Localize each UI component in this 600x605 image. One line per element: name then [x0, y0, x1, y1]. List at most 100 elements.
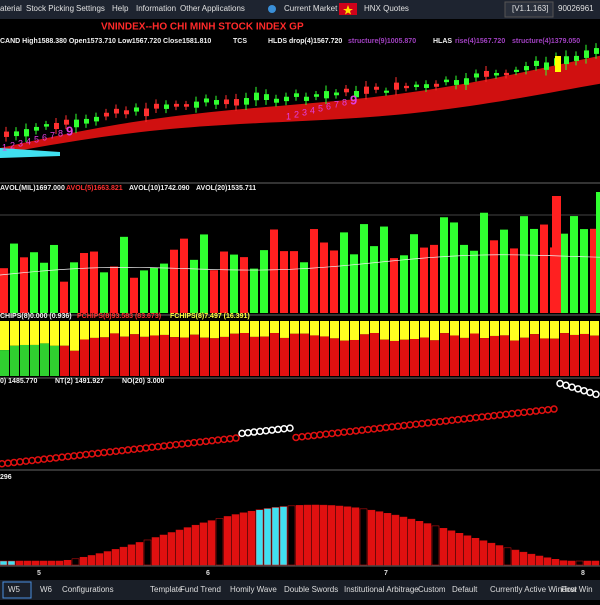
- chart-area: 1 2 3 4 5 6 7 8 91 2 3 4 5 6 7 8 9: [0, 43, 600, 566]
- chips-red: [140, 336, 149, 376]
- candle-body: [464, 78, 469, 85]
- tab[interactable]: Template: [150, 585, 183, 594]
- trend-ribbon: [0, 55, 600, 154]
- volume-bar: [370, 246, 378, 313]
- wave-bar: [439, 528, 448, 566]
- menu-item[interactable]: Information: [136, 4, 176, 13]
- tab[interactable]: Homily Wave: [230, 585, 277, 594]
- sequence-number: 7: [334, 99, 339, 109]
- candle-body: [304, 96, 309, 101]
- trend-dot: [520, 408, 528, 417]
- chips-red: [440, 333, 449, 376]
- chips-yellow: [380, 321, 389, 340]
- trend-dot: [568, 383, 576, 391]
- tab[interactable]: First Win: [561, 585, 593, 594]
- candle-body: [584, 50, 589, 58]
- candle-body: [514, 69, 519, 72]
- volume-bar: [0, 268, 8, 313]
- trend-dot: [58, 453, 66, 461]
- candle-body: [94, 116, 99, 122]
- volume-bar: [470, 250, 478, 313]
- menu-item[interactable]: aterial: [0, 4, 22, 13]
- trend-dot: [538, 406, 546, 415]
- menu-item[interactable]: Help: [112, 4, 129, 13]
- chips-yellow: [330, 321, 339, 339]
- sequence-number: 1: [286, 111, 291, 121]
- trend-dot: [268, 426, 276, 434]
- candle-body: [564, 56, 569, 65]
- trend-dot: [280, 425, 288, 433]
- candle-body: [164, 104, 169, 109]
- tab[interactable]: Currently Active Window: [490, 585, 577, 594]
- volume-bar: [580, 229, 588, 313]
- tab[interactable]: Default: [452, 585, 478, 594]
- candle-body: [144, 108, 149, 117]
- chart-title: VNINDEX--HO CHI MINH STOCK INDEX GP: [101, 22, 304, 33]
- chips-yellow: [510, 321, 519, 341]
- chips-red: [20, 344, 29, 376]
- trend-dot: [208, 436, 216, 445]
- trend-label: 0) 1485.770: [0, 378, 37, 385]
- wave-bar: [511, 549, 520, 566]
- chips-yellow: [420, 321, 429, 338]
- chips-red: [130, 334, 139, 376]
- chips-red: [270, 333, 279, 376]
- wave-bar: [47, 560, 56, 566]
- chips-red: [180, 337, 189, 376]
- chips-yellow: [230, 321, 239, 334]
- tab[interactable]: Fund Trend: [180, 585, 221, 594]
- candle-body: [264, 94, 269, 100]
- volume-ma: [0, 254, 600, 276]
- trend-dot: [580, 386, 588, 395]
- chips-yellow: [100, 321, 109, 338]
- trend-dot: [160, 442, 168, 450]
- trend-dot: [370, 425, 378, 433]
- chips-yellow: [520, 321, 529, 338]
- chips-yellow: [60, 321, 69, 346]
- sequence-number: 5: [34, 134, 39, 144]
- wave-bar: [335, 505, 344, 566]
- trend-dot: [166, 441, 174, 450]
- trend-label: NO(20) 3.000: [122, 378, 165, 385]
- tab[interactable]: W6: [40, 585, 53, 594]
- wave-bar: [455, 533, 464, 566]
- sequence-number: 1: [2, 142, 7, 152]
- menu-item[interactable]: HNX Quotes: [364, 4, 409, 13]
- trend-dot: [10, 458, 18, 467]
- x-axis-label: 7: [384, 570, 388, 577]
- tab[interactable]: Institutional Arbitrage: [344, 585, 419, 594]
- tab[interactable]: W5: [8, 585, 21, 594]
- trend-dot: [490, 411, 498, 420]
- chips-red: [550, 338, 559, 376]
- volume-bar: [540, 224, 548, 313]
- volume-bar: [400, 255, 408, 313]
- menu-item[interactable]: Current Market: [284, 4, 338, 13]
- wave-bar: [111, 549, 120, 566]
- candle-info: rise(4)1567.720: [455, 38, 505, 45]
- chips-yellow: [280, 321, 289, 338]
- volume-bar: [40, 262, 48, 313]
- candle-body: [524, 66, 529, 71]
- volume-label: AVOL(5)1663.821: [66, 185, 123, 192]
- tab[interactable]: Custom: [418, 585, 446, 594]
- tab[interactable]: Double Swords: [284, 585, 338, 594]
- menu-item[interactable]: Stock Picking: [26, 4, 74, 13]
- chips-yellow: [580, 321, 589, 334]
- chips-yellow: [470, 321, 479, 334]
- chips-red: [520, 337, 529, 376]
- tab[interactable]: Configurations: [62, 585, 114, 594]
- candle-body: [14, 131, 19, 137]
- volume-bar: [70, 262, 78, 313]
- wave-bar: [279, 506, 288, 566]
- chips-red: [400, 339, 409, 376]
- volume-bar: [210, 270, 218, 313]
- menu-item[interactable]: Other Applications: [180, 4, 245, 13]
- candle-body: [24, 129, 29, 137]
- chips-red: [380, 339, 389, 376]
- menu-item[interactable]: Settings: [76, 4, 105, 13]
- volume-label: AVOL(20)1535.711: [196, 185, 256, 192]
- chips-yellow: [40, 321, 49, 344]
- candle-body: [274, 98, 279, 103]
- volume-bar: [270, 229, 278, 313]
